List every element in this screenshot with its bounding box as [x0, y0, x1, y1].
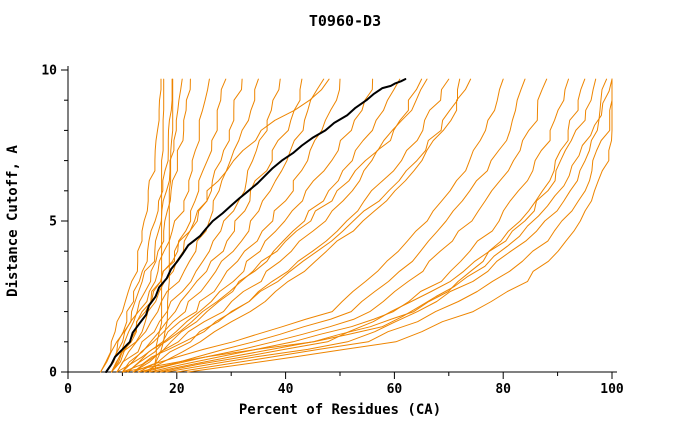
x-tick-label: 80 [495, 382, 511, 397]
y-tick-label: 5 [49, 215, 57, 230]
prediction-curve [138, 78, 526, 373]
prediction-curve [105, 78, 210, 373]
prediction-curve [143, 78, 472, 373]
prediction-curve [127, 78, 341, 373]
prediction-curve [116, 78, 281, 373]
prediction-curve [149, 78, 569, 373]
prediction-curve [116, 78, 428, 373]
x-tick-label: 40 [278, 382, 294, 397]
prediction-curve [105, 78, 173, 373]
prediction-curve [111, 78, 243, 373]
prediction-curve [127, 78, 374, 373]
prediction-curve [121, 78, 461, 373]
prediction-curve [143, 78, 548, 373]
x-tick-label: 0 [64, 382, 72, 397]
x-axis-label: Percent of Residues (CA) [239, 402, 441, 418]
prediction-curve [132, 78, 504, 373]
prediction-curve [165, 78, 608, 373]
y-tick-label: 10 [41, 64, 57, 79]
plot-area: 0 20 40 60 80 100 0 5 10 [41, 64, 624, 398]
prediction-curve [149, 78, 165, 373]
y-tick-label: 0 [49, 366, 57, 381]
prediction-curve [100, 78, 183, 373]
x-tick-label: 60 [387, 382, 403, 397]
model-curve [105, 78, 407, 373]
prediction-curve [187, 78, 613, 373]
prediction-curve [100, 78, 162, 373]
prediction-curve [121, 78, 325, 373]
prediction-curve [132, 78, 423, 373]
chart-title: T0960-D3 [309, 12, 381, 30]
prediction-curve [138, 78, 450, 373]
prediction-curve [132, 78, 401, 373]
x-tick-label: 100 [600, 382, 624, 397]
y-axis-label: Distance Cutoff, A [5, 145, 21, 297]
prediction-curve [176, 78, 613, 373]
prediction-curve [111, 78, 330, 373]
prediction-curve [121, 78, 613, 373]
prediction-curve [111, 78, 191, 373]
prediction-curve [154, 78, 586, 373]
prediction-curve [154, 78, 174, 373]
prediction-curve [121, 78, 303, 373]
prediction-curve [160, 78, 597, 373]
x-tick-label: 20 [169, 382, 185, 397]
